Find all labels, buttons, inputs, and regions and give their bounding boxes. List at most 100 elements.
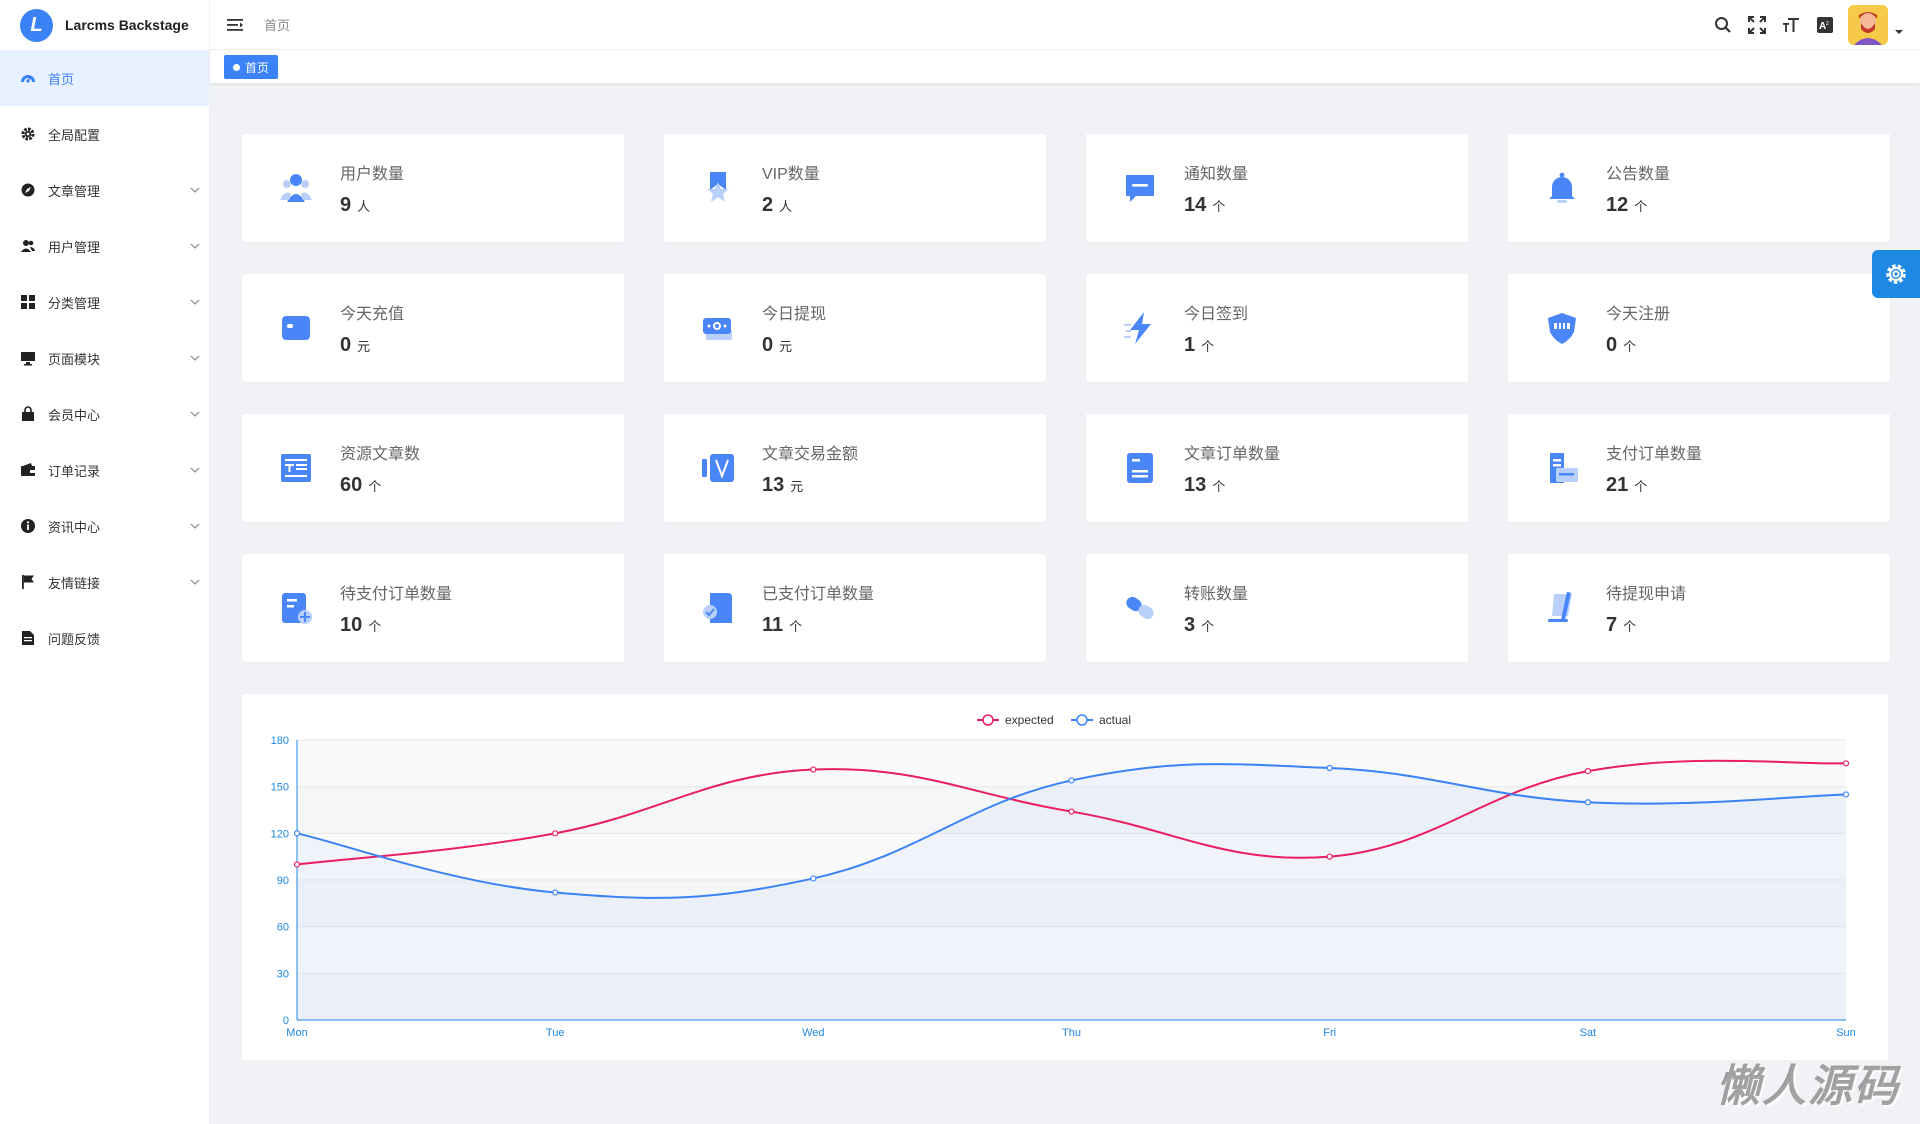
data-point-expected[interactable]: [293, 861, 301, 868]
stat-value: 13: [762, 473, 785, 496]
font-size-icon[interactable]: [1774, 8, 1808, 42]
stat-card-announcements[interactable]: 公告数量 12 个: [1508, 134, 1890, 242]
info-icon: [20, 518, 36, 534]
sidebar-item-friend-links[interactable]: 友情链接: [0, 554, 209, 610]
sidebar-item-categories[interactable]: 分类管理: [0, 274, 209, 330]
data-point-actual[interactable]: [552, 889, 559, 896]
app-title: Larcms Backstage: [65, 17, 189, 33]
stat-card-resource-articles[interactable]: 资源文章数 60 个: [242, 414, 624, 522]
lightning-icon: [1120, 308, 1160, 348]
pending-order-icon: [276, 588, 316, 628]
stat-label: 转账数量: [1184, 585, 1249, 603]
stat-card-article-amount[interactable]: 文章交易金额 13 元: [664, 414, 1046, 522]
search-icon[interactable]: [1706, 8, 1740, 42]
data-point-actual[interactable]: [293, 830, 301, 837]
vip-badge-icon: [698, 168, 738, 208]
y-tick-label: 180: [271, 735, 289, 747]
gear-icon: [1886, 264, 1906, 284]
sidebar-item-label: 首页: [48, 71, 75, 87]
data-point-expected[interactable]: [1326, 853, 1333, 860]
tag-home[interactable]: 首页: [224, 55, 279, 79]
caret-down-icon[interactable]: [1894, 27, 1904, 37]
payment-icon: [1542, 448, 1582, 488]
sidebar-item-global-config[interactable]: 全局配置: [0, 106, 209, 162]
data-point-expected[interactable]: [1584, 768, 1591, 775]
sidebar-item-articles[interactable]: 文章管理: [0, 162, 209, 218]
data-point-expected[interactable]: [552, 830, 559, 837]
stat-value: 7: [1606, 613, 1618, 636]
grid-band: [297, 973, 1846, 1020]
stat-value: 1: [1184, 333, 1196, 356]
data-point-actual[interactable]: [1842, 791, 1850, 798]
stat-unit: 元: [357, 338, 371, 354]
sidebar-item-orders[interactable]: 订单记录: [0, 442, 209, 498]
svg-text:A: A: [1819, 21, 1826, 32]
stat-unit: 个: [1201, 338, 1215, 354]
stat-label: 支付订单数量: [1606, 445, 1703, 463]
data-point-actual[interactable]: [1068, 777, 1075, 784]
grid-band: [297, 880, 1846, 927]
chevron-down-icon: [190, 355, 200, 361]
legend-item-expected[interactable]: expected: [977, 713, 1054, 727]
grid-band: [297, 926, 1846, 974]
logo[interactable]: L Larcms Backstage: [0, 0, 209, 50]
fullscreen-icon[interactable]: [1740, 8, 1774, 42]
stat-label: 用户数量: [340, 165, 405, 183]
stat-value: 60: [340, 473, 363, 496]
stat-card-notifications[interactable]: 通知数量 14 个: [1086, 134, 1468, 242]
stat-value: 3: [1184, 613, 1196, 636]
breadcrumb[interactable]: 首页: [264, 18, 291, 33]
chevron-down-icon: [190, 187, 200, 193]
withdraw-icon: [1542, 588, 1582, 628]
sidebar-item-feedback[interactable]: 问题反馈: [0, 610, 209, 666]
stat-card-pending-orders[interactable]: 待支付订单数量 10 个: [242, 554, 624, 662]
sidebar-item-home[interactable]: 首页: [0, 50, 209, 106]
data-point-actual[interactable]: [810, 875, 817, 882]
line-chart-panel: 0 30 60 90 120 150 180 Mon Tue Wed Thu Fri Sat Sun exp…: [242, 694, 1888, 1060]
data-point-actual[interactable]: [1326, 764, 1333, 772]
data-point-expected[interactable]: [1068, 808, 1075, 815]
data-point-actual[interactable]: [1584, 799, 1591, 806]
monitor-icon: [20, 350, 36, 366]
stat-card-payment-orders[interactable]: 支付订单数量 21 个: [1508, 414, 1890, 522]
avatar[interactable]: [1848, 5, 1888, 45]
chevron-down-icon: [190, 467, 200, 473]
sidebar-item-member-center[interactable]: 会员中心: [0, 386, 209, 442]
legend-item-actual[interactable]: actual: [1071, 713, 1131, 727]
data-point-expected[interactable]: [1842, 760, 1850, 767]
stat-label: 公告数量: [1606, 165, 1671, 183]
user-group-icon: [276, 168, 316, 208]
cash-icon: [698, 308, 738, 348]
stat-card-paid-orders[interactable]: 已支付订单数量 11 个: [664, 554, 1046, 662]
stat-unit: 个: [1212, 478, 1226, 494]
chevron-down-icon: [190, 243, 200, 249]
sidebar-item-label: 用户管理: [48, 239, 101, 255]
stat-label: 待提现申请: [1606, 585, 1687, 603]
logo-icon: L: [20, 8, 53, 42]
data-point-expected[interactable]: [810, 766, 817, 773]
stat-value: 0: [1606, 333, 1618, 356]
stat-label: 已支付订单数量: [762, 585, 875, 603]
stat-label: 文章订单数量: [1184, 445, 1281, 463]
stat-card-article-orders[interactable]: 文章订单数量 13 个: [1086, 414, 1468, 522]
sidebar-item-page-modules[interactable]: 页面模块: [0, 330, 209, 386]
y-tick-label: 60: [277, 922, 289, 934]
menu-toggle-icon[interactable]: [226, 15, 246, 35]
sidebar-item-news[interactable]: 资讯中心: [0, 498, 209, 554]
sidebar-item-label: 全局配置: [48, 127, 101, 143]
settings-drawer-button[interactable]: [1872, 250, 1920, 298]
document-icon: [20, 630, 36, 646]
stat-value: 12: [1606, 193, 1629, 216]
sidebar-item-users[interactable]: 用户管理: [0, 218, 209, 274]
flag-icon: [20, 574, 36, 590]
